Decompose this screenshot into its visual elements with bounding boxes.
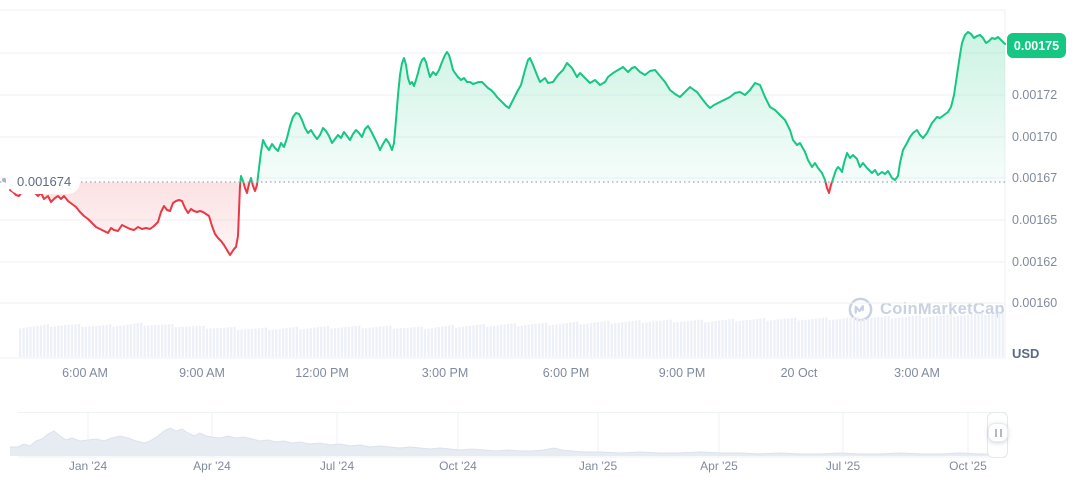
navigator-canvas[interactable]: [0, 400, 1072, 477]
price-chart-canvas[interactable]: [0, 0, 1072, 400]
x-axis-tick-label: 3:00 PM: [421, 366, 469, 380]
navigator-tick-label: Oct '24: [439, 459, 477, 473]
x-axis-tick-label: 6:00 PM: [542, 366, 590, 380]
current-price-badge: 0.00175: [1007, 33, 1066, 58]
x-axis-tick-label: 9:00 PM: [658, 366, 706, 380]
y-axis-tick-label: 0.00172: [1012, 88, 1058, 102]
previous-close-label: 0.001674: [8, 170, 81, 194]
x-axis-tick-label: 20 Oct: [780, 366, 818, 380]
baseline-marker-dot: [2, 178, 6, 182]
y-axis-tick-label: 0.00167: [1012, 171, 1058, 185]
x-axis-tick-label: 9:00 AM: [179, 366, 225, 380]
currency-label: USD: [1012, 346, 1040, 361]
x-axis-tick-label: 3:00 AM: [894, 366, 940, 380]
navigator-tick-label: Jul '24: [319, 459, 355, 473]
navigator-tick-label: Apr '24: [193, 459, 231, 473]
y-axis-tick-label: 0.00160: [1012, 296, 1058, 310]
navigator-tick-label: Jan '25: [578, 459, 618, 473]
navigator-tick-label: Jul '25: [825, 459, 861, 473]
y-axis-tick-label: 0.00165: [1012, 213, 1058, 227]
navigator-tick-label: Apr '25: [700, 459, 738, 473]
drag-handle-icon: [994, 428, 997, 437]
x-axis-tick-label: 12:00 PM: [295, 366, 349, 380]
x-axis-tick-label: 6:00 AM: [62, 366, 108, 380]
navigator-handle[interactable]: [988, 423, 1008, 442]
watermark-text: CoinMarketCap: [880, 300, 1005, 318]
y-axis-tick-label: 0.00170: [1012, 130, 1058, 144]
navigator-tick-label: Jan '24: [68, 459, 108, 473]
navigator-tick-label: Oct '25: [949, 459, 987, 473]
y-axis-tick-label: 0.00162: [1012, 255, 1058, 269]
drag-handle-icon: [999, 428, 1002, 437]
